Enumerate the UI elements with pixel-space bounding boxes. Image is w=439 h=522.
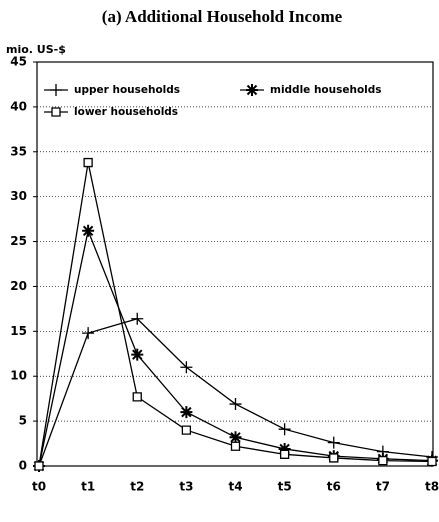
- point-marker: [132, 392, 142, 402]
- point-marker: [82, 327, 95, 340]
- y-tick-label: 40: [10, 99, 27, 113]
- x-tick-label: t8: [425, 480, 439, 494]
- point-marker: [83, 157, 93, 168]
- x-tick-label: t5: [278, 480, 292, 494]
- point-marker: [279, 449, 290, 459]
- y-tick-label: 45: [10, 55, 27, 69]
- x-tick-label: t3: [179, 480, 193, 494]
- y-tick-label: 35: [10, 144, 27, 158]
- series-line: [38, 162, 433, 467]
- point-marker: [180, 361, 193, 374]
- legend-label: upper households: [74, 84, 180, 96]
- legend-label: middle households: [270, 84, 382, 96]
- point-marker: [278, 423, 291, 436]
- legend-label: lower households: [74, 106, 178, 118]
- point-marker: [229, 398, 242, 411]
- series-line: [38, 228, 433, 467]
- point-marker: [82, 224, 95, 237]
- point-marker: [378, 455, 388, 466]
- x-tick-label: t1: [81, 480, 95, 494]
- x-tick-label: t6: [327, 480, 341, 494]
- legend-marker: [50, 84, 62, 96]
- point-marker: [181, 425, 192, 435]
- y-tick-label: 30: [10, 189, 27, 203]
- y-tick-label: 20: [10, 279, 27, 293]
- x-tick-label: t0: [32, 480, 46, 494]
- point-marker: [34, 461, 44, 471]
- y-tick-label: 25: [10, 234, 27, 248]
- point-marker: [131, 312, 144, 325]
- point-marker: [329, 453, 339, 463]
- y-tick-label: 15: [10, 324, 27, 338]
- y-tick-label: 10: [10, 369, 27, 383]
- legend-marker: [246, 84, 258, 96]
- x-tick-label: t2: [130, 480, 144, 494]
- legend-marker: [51, 107, 61, 117]
- chart-title: (a) Additional Household Income: [102, 7, 343, 26]
- point-marker: [427, 456, 437, 467]
- point-marker: [229, 431, 242, 444]
- point-marker: [327, 436, 340, 449]
- point-marker: [180, 406, 193, 419]
- y-tick-label: 0: [19, 459, 27, 473]
- point-marker: [278, 442, 291, 455]
- y-tick-label: 5: [19, 414, 27, 428]
- point-marker: [230, 441, 241, 451]
- x-tick-label: t7: [376, 480, 390, 494]
- x-tick-label: t4: [228, 480, 242, 494]
- y-axis-label: mio. US-$: [6, 43, 66, 56]
- point-marker: [131, 348, 144, 361]
